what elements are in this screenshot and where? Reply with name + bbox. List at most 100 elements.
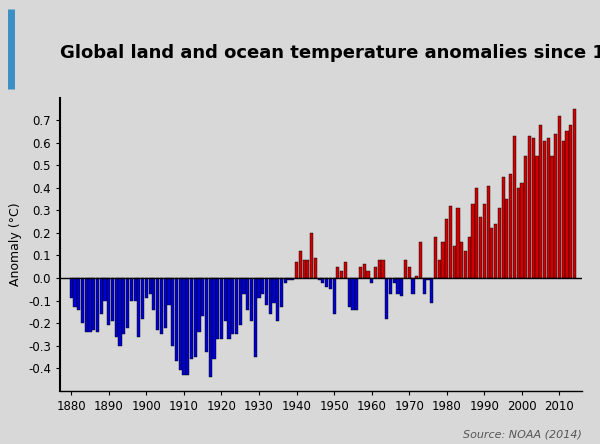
Bar	[164, 278, 167, 328]
Bar	[122, 278, 125, 334]
Bar	[332, 278, 336, 314]
Bar	[179, 278, 182, 370]
Bar	[88, 278, 92, 332]
Bar	[430, 278, 433, 303]
Bar	[156, 278, 159, 330]
Bar	[118, 278, 122, 345]
Bar	[367, 271, 370, 278]
Bar	[100, 278, 103, 314]
Bar	[186, 278, 189, 375]
Bar	[242, 278, 245, 294]
Bar	[437, 260, 441, 278]
Text: Source: NOAA (2014): Source: NOAA (2014)	[463, 429, 582, 440]
Bar	[535, 156, 539, 278]
Bar	[291, 278, 295, 280]
Bar	[374, 267, 377, 278]
Bar	[422, 278, 426, 294]
Bar	[344, 262, 347, 278]
Bar	[96, 278, 99, 332]
Bar	[160, 278, 163, 334]
Bar	[299, 251, 302, 278]
Bar	[295, 262, 298, 278]
Bar	[216, 278, 220, 339]
Text: Global land and ocean temperature anomalies since 1880: Global land and ocean temperature anomal…	[60, 44, 600, 62]
Bar	[107, 278, 110, 325]
Bar	[547, 138, 550, 278]
Bar	[483, 204, 486, 278]
Bar	[337, 267, 340, 278]
Bar	[167, 278, 170, 305]
Bar	[505, 199, 508, 278]
Bar	[171, 278, 174, 345]
Bar	[137, 278, 140, 337]
Bar	[415, 276, 418, 278]
Bar	[472, 204, 475, 278]
Bar	[370, 278, 373, 282]
Bar	[149, 278, 152, 294]
Bar	[509, 174, 512, 278]
Bar	[359, 267, 362, 278]
Bar	[385, 278, 388, 319]
Bar	[352, 278, 355, 309]
Bar	[528, 136, 531, 278]
Bar	[141, 278, 144, 319]
Bar	[235, 278, 238, 334]
Bar	[487, 186, 490, 278]
Bar	[265, 278, 268, 305]
Bar	[382, 260, 385, 278]
Bar	[412, 278, 415, 294]
Bar	[325, 278, 328, 287]
Bar	[246, 278, 250, 309]
Bar	[314, 258, 317, 278]
Bar	[287, 278, 290, 280]
Bar	[81, 278, 84, 323]
Bar	[227, 278, 230, 339]
Bar	[329, 278, 332, 289]
Bar	[103, 278, 107, 301]
Bar	[460, 242, 463, 278]
Bar	[434, 238, 437, 278]
Bar	[272, 278, 275, 303]
Bar	[194, 278, 197, 357]
Bar	[532, 138, 535, 278]
Bar	[389, 278, 392, 294]
Bar	[502, 177, 505, 278]
Bar	[520, 183, 524, 278]
Bar	[85, 278, 88, 332]
Bar	[73, 278, 77, 307]
Bar	[257, 278, 260, 298]
Bar	[565, 131, 569, 278]
Bar	[134, 278, 137, 301]
Bar	[145, 278, 148, 298]
Bar	[231, 278, 235, 334]
Y-axis label: Anomaly (°C): Anomaly (°C)	[10, 202, 22, 286]
Bar	[397, 278, 400, 294]
Bar	[569, 125, 572, 278]
Bar	[442, 242, 445, 278]
Bar	[201, 278, 205, 316]
Bar	[212, 278, 215, 359]
Bar	[306, 260, 310, 278]
Bar	[205, 278, 208, 353]
Bar	[126, 278, 129, 328]
Bar	[445, 219, 448, 278]
Bar	[558, 116, 561, 278]
Bar	[464, 251, 467, 278]
Bar	[377, 260, 381, 278]
Bar	[404, 260, 407, 278]
Bar	[573, 109, 576, 278]
Bar	[182, 278, 185, 375]
Bar	[280, 278, 283, 307]
Bar	[468, 238, 471, 278]
Bar	[498, 208, 501, 278]
Bar	[130, 278, 133, 301]
Bar	[347, 278, 351, 307]
Bar	[539, 125, 542, 278]
Bar	[317, 278, 321, 280]
Bar	[190, 278, 193, 359]
Bar	[513, 136, 516, 278]
Bar	[269, 278, 272, 314]
Bar	[70, 278, 73, 298]
Bar	[543, 140, 546, 278]
Bar	[419, 242, 422, 278]
